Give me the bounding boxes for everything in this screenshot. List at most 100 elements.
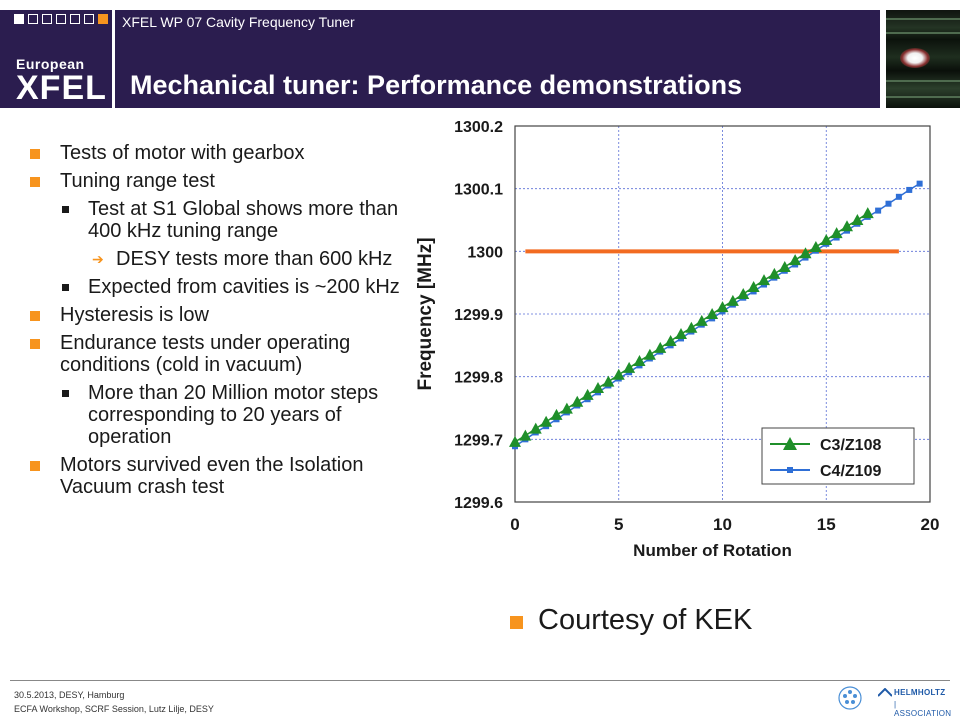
x-tick-label: 20 <box>921 515 940 534</box>
data-point <box>885 200 892 207</box>
data-point <box>612 368 625 380</box>
series-line-c4-z109 <box>514 183 921 447</box>
helmholtz-mark-icon <box>878 688 892 697</box>
bullet-square-icon <box>30 311 40 321</box>
bullet-list: Tests of motor with gearbox Tuning range… <box>30 142 400 504</box>
data-point <box>768 267 781 279</box>
data-point <box>633 355 646 366</box>
data-point <box>550 408 563 420</box>
data-point <box>675 328 687 340</box>
slide-title: Mechanical tuner: Performance demonstrat… <box>130 70 743 100</box>
data-point <box>706 308 719 319</box>
data-point <box>789 254 802 266</box>
data-point <box>841 220 853 232</box>
data-point <box>778 261 791 272</box>
logo-square-accent <box>98 14 108 24</box>
data-point <box>643 348 656 360</box>
y-tick-label: 1299.7 <box>454 432 503 449</box>
bullet-item: Tuning range test <box>30 170 400 192</box>
data-point <box>664 334 677 346</box>
data-point <box>916 180 923 187</box>
slide-subtitle: XFEL WP 07 Cavity Frequency Tuner <box>122 14 355 30</box>
x-tick-label: 15 <box>817 515 836 534</box>
data-point <box>592 381 604 393</box>
bullet-item: Motors survived even the Isolation Vacuu… <box>30 454 400 498</box>
footer-divider <box>10 680 950 681</box>
y-tick-label: 1299.8 <box>454 370 503 387</box>
data-point <box>820 234 833 246</box>
legend-marker-icon <box>783 437 797 450</box>
y-tick-label: 1300.2 <box>454 119 503 136</box>
legend-marker-icon <box>787 467 793 473</box>
data-point <box>571 395 584 407</box>
data-point <box>560 402 573 414</box>
data-point <box>519 429 532 441</box>
legend-label: C4/Z109 <box>820 463 881 480</box>
data-point <box>685 321 698 333</box>
y-tick-label: 1299.9 <box>454 307 503 324</box>
frequency-chart: 0 5 10 15 20 1299.6 1299.7 1299.8 1299.9 1300 1300… <box>415 119 940 560</box>
data-point <box>758 274 770 286</box>
legend-box <box>761 427 915 485</box>
slide-header: European XFEL XFEL WP 07 Cavity Frequenc… <box>0 0 960 112</box>
sub-bullet-item: Test at S1 Global shows more than 400 kH… <box>30 198 400 242</box>
data-point <box>529 422 542 434</box>
data-point <box>906 186 913 193</box>
helmholtz-logo: HELMHOLTZ | ASSOCIATION <box>878 686 951 718</box>
logo-square <box>14 14 24 24</box>
header-bar <box>0 10 880 108</box>
footer-session: ECFA Workshop, SCRF Session, Lutz Lilje,… <box>14 704 214 714</box>
footer-date-location: 30.5.2013, DESY, Hamburg <box>14 690 125 700</box>
logo-european: European <box>16 56 85 72</box>
data-point <box>581 388 594 400</box>
bullet-small-square-icon <box>62 284 69 291</box>
data-point <box>799 247 812 259</box>
logo-square <box>84 14 94 24</box>
x-axis-label: Number of Rotation <box>633 541 792 560</box>
bullet-small-square-icon <box>62 206 69 213</box>
data-point <box>716 301 729 313</box>
sub-bullet-item: More than 20 Million motor steps corresp… <box>30 382 400 448</box>
data-point <box>654 341 667 353</box>
header-photo <box>886 10 960 108</box>
header-divider <box>112 10 115 108</box>
bullet-square-icon <box>30 149 40 159</box>
logo-xfel: XFEL <box>16 69 107 107</box>
bullet-square-icon <box>30 339 40 349</box>
data-point <box>875 207 882 214</box>
light-glow <box>900 48 930 68</box>
courtesy-note: Courtesy of KEK <box>510 604 752 637</box>
data-point <box>809 240 822 252</box>
data-point <box>623 361 636 373</box>
bullet-square-icon <box>510 616 523 629</box>
bullet-item: Tests of motor with gearbox <box>30 142 400 164</box>
logo-square <box>42 14 52 24</box>
data-point <box>695 314 708 326</box>
logo-square <box>70 14 80 24</box>
logo-square <box>56 14 66 24</box>
arrow-right-icon: ➔ <box>92 251 104 267</box>
y-tick-label: 1300 <box>467 244 503 261</box>
x-tick-label: 0 <box>510 515 519 534</box>
data-point <box>861 207 874 219</box>
bullet-item: Endurance tests under operating conditio… <box>30 332 400 376</box>
plot-frame <box>514 125 931 503</box>
data-point <box>747 281 760 293</box>
data-point <box>830 227 843 239</box>
y-tick-label: 1299.6 <box>454 495 503 512</box>
y-axis-label: Frequency [MHz] <box>415 237 436 390</box>
data-point <box>602 375 615 387</box>
data-point <box>509 435 521 447</box>
bullet-square-icon <box>30 177 40 187</box>
sub-sub-bullet-item: ➔ DESY tests more than 600 kHz <box>92 248 393 270</box>
data-point <box>726 294 739 306</box>
data-point <box>540 415 553 427</box>
y-tick-label: 1300.1 <box>454 182 503 199</box>
bullet-item: Hysteresis is low <box>30 304 400 326</box>
x-tick-label: 5 <box>614 515 623 534</box>
x-tick-label: 10 <box>713 515 732 534</box>
data-point <box>895 193 902 200</box>
sub-bullet-item: Expected from cavities is ~200 kHz <box>30 276 400 298</box>
desy-logo-icon <box>838 686 862 710</box>
legend-label: C3/Z108 <box>820 437 881 454</box>
